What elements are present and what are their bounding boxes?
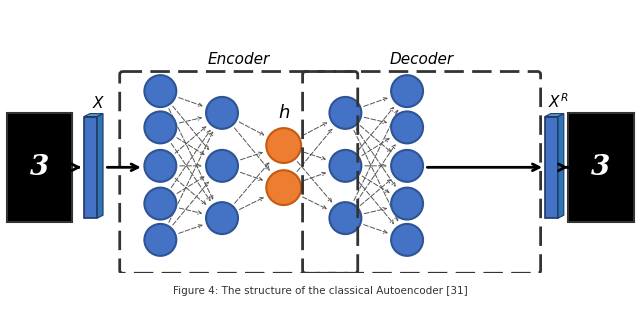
Text: h: h bbox=[278, 104, 289, 122]
Polygon shape bbox=[545, 114, 564, 117]
Text: 3: 3 bbox=[591, 154, 611, 181]
Circle shape bbox=[391, 150, 423, 182]
Circle shape bbox=[330, 202, 362, 234]
Text: Figure 4: The structure of the classical Autoencoder [31]: Figure 4: The structure of the classical… bbox=[173, 286, 467, 296]
Circle shape bbox=[145, 112, 176, 143]
Circle shape bbox=[391, 75, 423, 107]
Polygon shape bbox=[84, 114, 103, 117]
Circle shape bbox=[391, 112, 423, 143]
Bar bbox=[568, 113, 634, 222]
Circle shape bbox=[145, 224, 176, 256]
Circle shape bbox=[145, 75, 176, 107]
Circle shape bbox=[391, 188, 423, 219]
Circle shape bbox=[330, 150, 362, 182]
Text: Encoder: Encoder bbox=[207, 52, 270, 67]
Circle shape bbox=[330, 97, 362, 129]
Circle shape bbox=[206, 150, 238, 182]
Polygon shape bbox=[97, 114, 103, 218]
Bar bbox=[545, 117, 558, 218]
Circle shape bbox=[266, 128, 301, 163]
Circle shape bbox=[266, 170, 301, 205]
Polygon shape bbox=[558, 114, 564, 218]
Circle shape bbox=[206, 202, 238, 234]
Text: $X^R$: $X^R$ bbox=[548, 92, 569, 111]
Bar bbox=[6, 113, 72, 222]
Text: 3: 3 bbox=[29, 154, 49, 181]
Text: Decoder: Decoder bbox=[390, 52, 454, 67]
Circle shape bbox=[145, 188, 176, 219]
Circle shape bbox=[391, 224, 423, 256]
Bar bbox=[84, 117, 97, 218]
Circle shape bbox=[206, 97, 238, 129]
Text: X: X bbox=[93, 96, 103, 111]
Circle shape bbox=[145, 150, 176, 182]
